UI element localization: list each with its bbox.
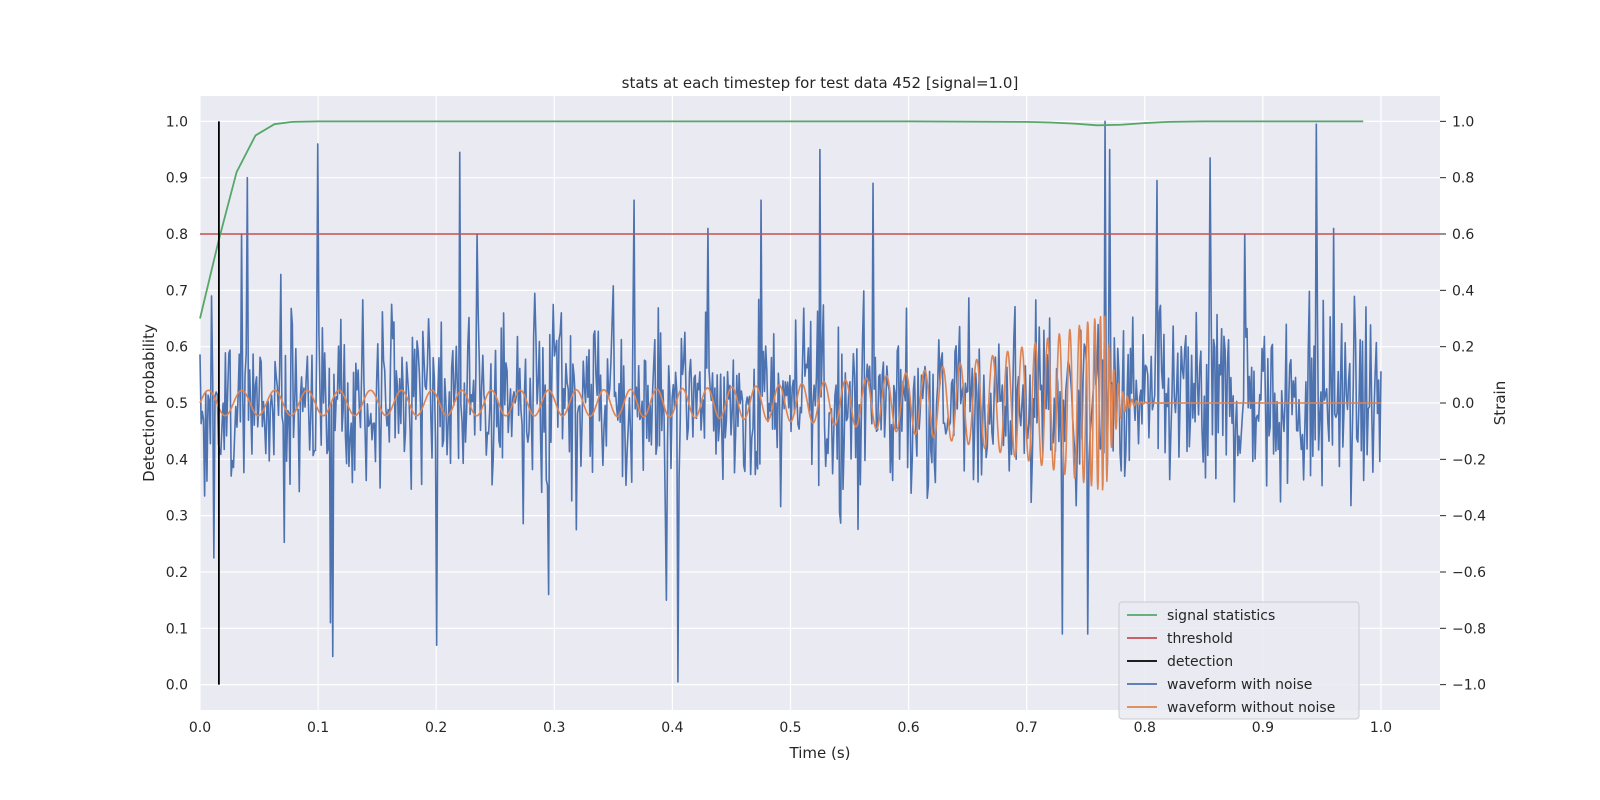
y-left-tick-label: 0.3 — [166, 509, 188, 525]
legend-label: signal statistics — [1167, 608, 1275, 624]
x-axis-title: Time (s) — [789, 744, 851, 762]
y-right-tick-label: 0.6 — [1452, 227, 1474, 243]
legend-label: threshold — [1167, 631, 1233, 647]
x-axis: 0.0 0.1 0.2 0.3 0.4 0.5 0.6 0.7 0.8 0.9 1.0 — [189, 720, 1392, 736]
x-tick-label: 0.4 — [661, 720, 683, 736]
legend-entry-threshold: threshold — [1127, 631, 1233, 647]
chart-title: stats at each timestep for test data 452… — [622, 74, 1019, 92]
y-axis-right: −1.0 −0.8 −0.6 −0.4 −0.2 0.0 0.2 0.4 0.6 0.8 1.0 — [1440, 114, 1486, 694]
x-tick-label: 0.2 — [425, 720, 447, 736]
y-left-tick-label: 0.0 — [166, 678, 188, 694]
y-right-tick-label: −0.2 — [1452, 452, 1486, 468]
y-right-tick-label: 0.2 — [1452, 340, 1474, 356]
y-axis-right-title: Strain — [1491, 381, 1509, 425]
y-left-tick-label: 0.8 — [166, 227, 188, 243]
legend: signal statistics threshold detection wa… — [1118, 601, 1360, 720]
y-axis-left-title: Detection probability — [140, 324, 158, 482]
x-tick-label: 0.6 — [897, 720, 919, 736]
x-tick-label: 1.0 — [1370, 720, 1392, 736]
x-tick-label: 0.1 — [307, 720, 329, 736]
legend-label: waveform without noise — [1167, 700, 1335, 716]
x-tick-label: 0.5 — [779, 720, 801, 736]
y-right-tick-label: −0.4 — [1452, 509, 1486, 525]
series-signal-statistics — [199, 120, 1364, 319]
series-waveform-with-noise — [199, 120, 1382, 683]
y-right-tick-label: 0.4 — [1452, 283, 1474, 299]
y-left-tick-label: 0.4 — [166, 452, 188, 468]
legend-entry-waveform-without-noise: waveform without noise — [1127, 700, 1335, 716]
y-right-tick-label: 1.0 — [1452, 114, 1474, 130]
y-right-tick-label: −0.6 — [1452, 565, 1486, 581]
legend-label: waveform with noise — [1167, 677, 1312, 693]
y-left-tick-label: 0.6 — [166, 340, 188, 356]
y-right-tick-label: 0.0 — [1452, 396, 1474, 412]
x-tick-label: 0.0 — [189, 720, 211, 736]
y-left-tick-label: 0.1 — [166, 621, 188, 637]
y-axis-left: 0.0 0.1 0.2 0.3 0.4 0.5 0.6 0.7 0.8 0.9 1.0 — [166, 114, 188, 693]
y-right-tick-label: 0.8 — [1452, 171, 1474, 187]
x-tick-label: 0.9 — [1252, 720, 1274, 736]
legend-box — [1118, 601, 1360, 720]
x-tick-label: 0.7 — [1016, 720, 1038, 736]
y-left-tick-label: 0.7 — [166, 283, 188, 299]
legend-entry-detection: detection — [1127, 654, 1233, 670]
y-left-tick-label: 0.2 — [166, 565, 188, 581]
x-tick-label: 0.8 — [1134, 720, 1156, 736]
series-waveform-without-noise — [199, 315, 1382, 491]
legend-label: detection — [1167, 654, 1233, 670]
legend-entry-waveform-with-noise: waveform with noise — [1127, 677, 1312, 693]
y-left-tick-label: 0.5 — [166, 396, 188, 412]
y-right-tick-label: −0.8 — [1452, 621, 1486, 637]
y-left-tick-label: 0.9 — [166, 171, 188, 187]
x-tick-label: 0.3 — [543, 720, 565, 736]
y-left-tick-label: 1.0 — [166, 114, 188, 130]
legend-entry-signal-statistics: signal statistics — [1127, 608, 1275, 624]
y-right-tick-label: −1.0 — [1452, 678, 1486, 694]
series-layer — [199, 120, 1440, 685]
